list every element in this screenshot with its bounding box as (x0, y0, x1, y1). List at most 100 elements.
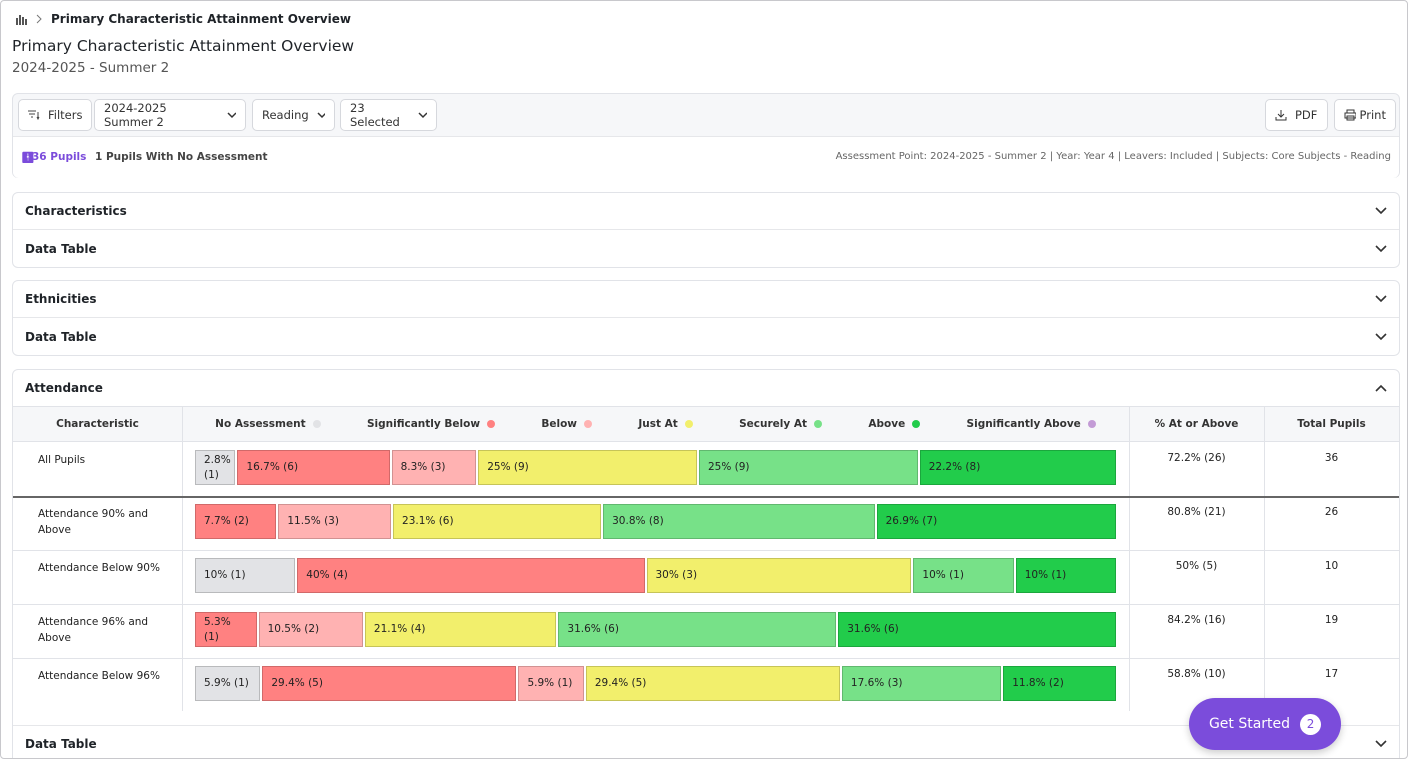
segment-label: 29.4% (5) (271, 677, 323, 689)
row-label: Attendance Below 90% (38, 562, 160, 574)
get-started-button[interactable]: Get Started 2 (1189, 698, 1341, 750)
segment-label: 10% (1) (204, 569, 246, 581)
card-header[interactable]: Characteristics (13, 193, 1399, 230)
total-pupils: 36 (1324, 452, 1339, 464)
legend-swatch (584, 420, 592, 428)
segment-label: 5.9% (1) (527, 677, 573, 689)
column-header: Total Pupils (1297, 418, 1366, 430)
legend-swatch (312, 420, 321, 428)
legend-label: Above (868, 418, 906, 430)
bar-segment: 26.9% (7) (876, 504, 1116, 539)
pdf-button[interactable]: PDF (1265, 99, 1328, 131)
card-row[interactable]: Data Table (13, 318, 1399, 355)
segment-label: 22.2% (8) (928, 461, 981, 473)
pdf-label: PDF (1295, 108, 1318, 122)
bar-segment: 25% (9) (478, 450, 697, 485)
segment-label: 2.8% (1) (204, 453, 231, 481)
legend-item: Just At (638, 418, 693, 430)
page-title: Primary Characteristic Attainment Overvi… (12, 37, 355, 55)
card-row[interactable]: Data Table (13, 725, 1399, 758)
segment-label: 25% (9) (487, 461, 529, 473)
bar-segment: 10% (1) (913, 558, 1014, 593)
segment-label: 10.5% (2) (267, 623, 320, 635)
segment-label: 30.8% (8) (612, 515, 664, 527)
bar-segment: 31.6% (6) (558, 612, 837, 647)
legend-label: No Assessment (215, 418, 306, 430)
segment-label: 5.9% (1) (204, 677, 249, 689)
column-header: % At or Above (1154, 418, 1239, 430)
segment-label: 17.6% (3) (850, 677, 903, 689)
stacked-bar: 5.3% (1) 10.5% (2) 21.1% (4) 31.6% (6) 31.6%… (195, 612, 1117, 647)
data-table-label: Data Table (25, 329, 97, 344)
row-label: All Pupils (38, 454, 86, 466)
card-header[interactable]: Attendance (13, 370, 1399, 406)
table-header (13, 406, 1399, 442)
bar-segment: 11.5% (3) (278, 504, 392, 539)
pupils-count: 🚹︎ (21, 152, 35, 164)
bar-segment: 23.1% (6) (393, 504, 602, 539)
segment-label: 30% (3) (655, 569, 698, 581)
chevron (36, 14, 42, 24)
bar-segment: 10.5% (2) (258, 612, 363, 647)
attendance-table: Characteristic No Assessment Significantl… (13, 406, 1399, 711)
legend-item: Significantly Below (367, 418, 496, 430)
filter-panel: Filters 2024-2025 Summer 2 Reading 23 Se… (12, 93, 1400, 178)
at-or-above: 72.2% (26) (1167, 452, 1226, 464)
print-button[interactable]: Print (1334, 99, 1396, 131)
ethnicities-card: Ethnicities Data Table (12, 280, 1400, 356)
total-pupils: 10 (1324, 560, 1339, 572)
row-label: Attendance 96% and Above (38, 616, 149, 644)
card-title: Characteristics (25, 204, 127, 218)
breadcrumb-title[interactable]: Primary Characteristic Attainment Overvi… (51, 12, 351, 26)
segment-label: 26.9% (7) (885, 515, 938, 527)
bar-segment: 40% (4) (297, 558, 645, 593)
subject-label: Reading (262, 108, 309, 122)
filters-label: Filters (48, 108, 83, 122)
at-or-above: 58.8% (10) (1167, 668, 1226, 680)
row-label: Attendance Below 96% (38, 670, 160, 682)
bar-segment: 10% (1) (195, 558, 296, 593)
print-label: Print (1359, 108, 1386, 122)
segment-label: 16.7% (6) (246, 461, 299, 473)
segment-label: 31.6% (6) (847, 623, 899, 635)
data-table-label: Data Table (25, 737, 97, 751)
card-row[interactable]: Data Table (13, 230, 1399, 267)
stacked-bar: 10% (1) 40% (4) 30% (3) 10% (1) 10% (1) (195, 558, 1116, 593)
bar-segment: 10% (1) (1015, 558, 1116, 593)
segment-label: 29.4% (5) (594, 677, 647, 689)
legend-swatch (487, 420, 496, 428)
bar-segment: 21.1% (4) (364, 612, 557, 647)
legend-swatch (912, 420, 921, 428)
segment-label: 31.6% (6) (567, 623, 619, 635)
term-select[interactable]: 2024-2025 Summer 2 (94, 99, 246, 131)
segment-label: 21.1% (4) (373, 623, 426, 635)
cta-badge: 2 (1300, 713, 1322, 735)
bar-segment: 11.8% (2) (1003, 666, 1116, 701)
total-pupils: 26 (1324, 506, 1339, 518)
legend-swatch (684, 420, 693, 428)
legend-item: Significantly Above (967, 418, 1096, 430)
segment-label: 40% (4) (306, 569, 348, 581)
chart-icon (16, 15, 27, 25)
bar-segment: 5.3% (1) (195, 612, 257, 647)
segment-label: 7.7% (2) (204, 515, 249, 527)
legend-label: Securely At (739, 418, 808, 430)
card-title: Ethnicities (25, 292, 97, 306)
legend-swatch (814, 420, 823, 428)
bar-segment: 17.6% (3) (841, 666, 1002, 701)
card-header[interactable]: Ethnicities (13, 281, 1399, 318)
legend-label: Below (541, 418, 577, 430)
legend-item: No Assessment (215, 418, 321, 430)
subject-select[interactable]: Reading (252, 99, 335, 131)
data-table-label: Data Table (25, 241, 97, 256)
row-label: Attendance 90% and Above (38, 508, 149, 536)
filters-button[interactable]: Filters (18, 99, 93, 131)
at-or-above: 50% (5) (1175, 560, 1218, 572)
row-divider (13, 658, 1399, 659)
selection-select[interactable]: 23 Selected (340, 99, 437, 131)
legend-label: Significantly Above (966, 418, 1081, 430)
segment-label: 11.8% (2) (1012, 677, 1064, 689)
bar-segment: 7.7% (2) (195, 504, 277, 539)
at-or-above: 84.2% (16) (1167, 614, 1226, 626)
segment-label: 10% (1) (922, 569, 964, 581)
